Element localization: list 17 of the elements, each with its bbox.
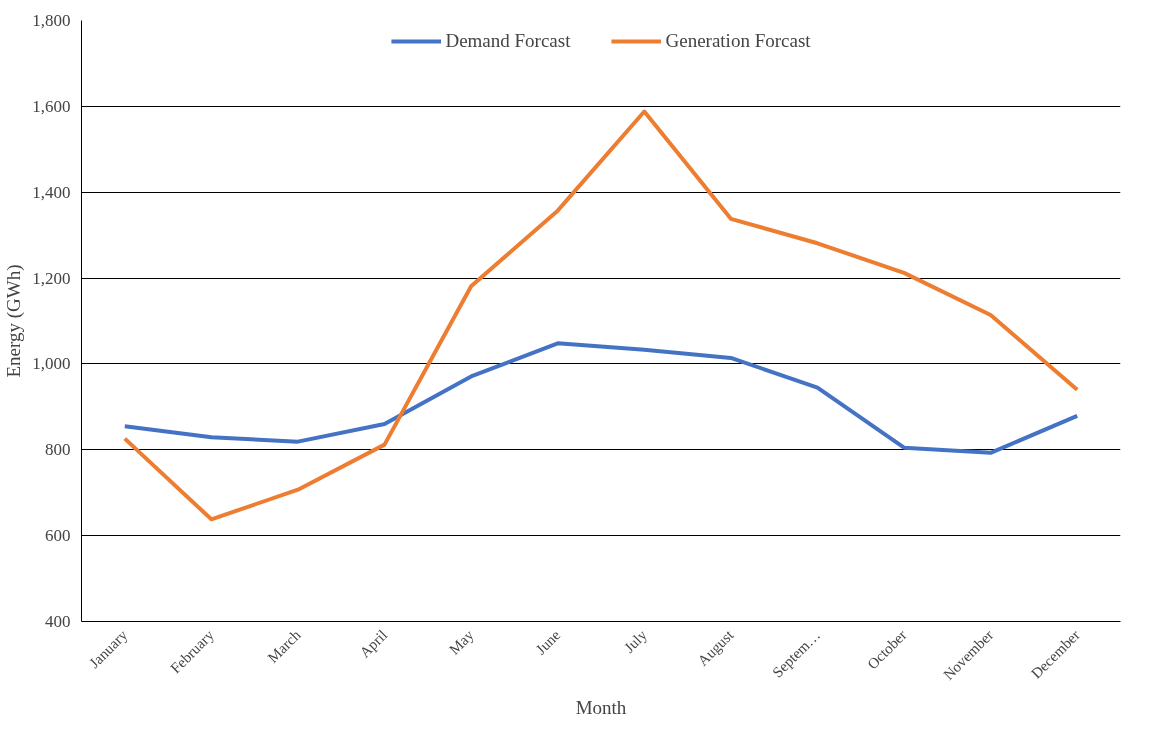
legend-label: Demand Forcast (445, 30, 571, 52)
y-tick-label: 1,800 (32, 11, 71, 30)
y-tick-label: 1,400 (32, 182, 71, 202)
x-tick-label: June (532, 626, 564, 658)
x-tick-label: May (446, 626, 478, 658)
x-tick-label: July (620, 626, 651, 656)
y-tick-label: 1,000 (32, 354, 71, 374)
y-tick-label: 800 (45, 440, 71, 460)
y-tick-label: 1,600 (32, 96, 71, 116)
line-series (122, 341, 1080, 455)
y-tick-label: 400 (45, 612, 71, 631)
x-axis-title: Month (575, 696, 627, 718)
y-tick-label: 600 (45, 526, 71, 546)
y-axis-title: Energy (GWh) (3, 264, 26, 378)
line-series (122, 109, 1080, 522)
legend-label: Generation Forcast (665, 30, 811, 52)
y-tick-label: 1,200 (32, 268, 71, 288)
